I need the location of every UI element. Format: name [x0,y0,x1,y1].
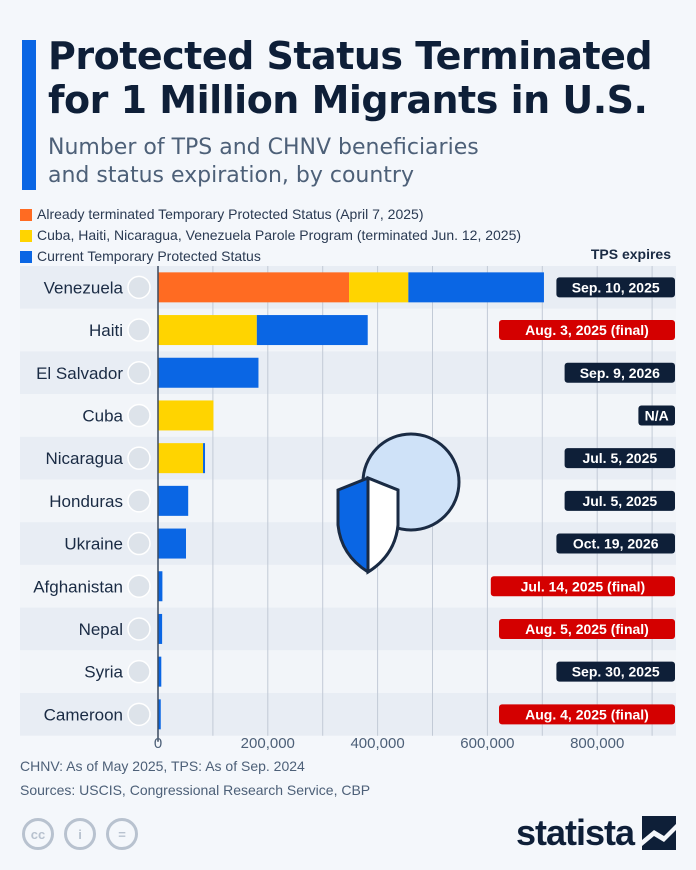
tps-badge [499,320,675,341]
tps-badge-text: Jul. 14, 2025 (final) [521,578,646,594]
subtitle-line-1: Number of TPS and CHNV beneficiaries [48,135,479,160]
bar-segment [408,272,544,303]
legend-swatch [20,250,32,263]
shield-half [366,475,400,575]
tps-badge-text: Jul. 5, 2025 [582,493,657,509]
legend-label: Current Temporary Protected Status [37,248,261,264]
bar-segment [158,485,189,516]
bar-segment [158,699,161,730]
x-tick-label: 600,000 [460,735,514,752]
note-text: CHNV: As of May 2025, TPS: As of Sep. 20… [20,758,305,774]
flag-icon [127,531,151,556]
tps-badge-text: Aug. 5, 2025 (final) [525,621,649,637]
x-tick-label: 200,000 [241,735,295,752]
flag-icon [127,403,151,428]
flag-icon [127,446,151,470]
cc-icon[interactable]: cc [22,818,54,850]
sources-text: Sources: USCIS, Congressional Research S… [20,782,371,798]
page-title: Protected Status Terminated for 1 Millio… [48,34,653,122]
bar-segment [158,613,163,644]
bar-segment [158,272,350,303]
bar-segment [349,272,409,303]
legend: Already terminated Temporary Protected S… [20,204,521,267]
tps-badge [556,661,675,682]
tps-badge-text: Jul. 5, 2025 [582,450,657,466]
attribution-icon[interactable]: i [64,818,96,850]
country-label: Haiti [89,321,123,340]
flag-icon [127,702,151,727]
legend-item-current: Current Temporary Protected Status [20,246,521,267]
flag-icon [127,318,151,342]
country-label: Nepal [79,620,123,639]
flag-icon [127,574,151,598]
bar-segment [158,528,186,559]
title-line-2: for 1 Million Migrants in U.S. [48,78,648,122]
flag-icon [127,659,151,684]
country-label: Honduras [49,492,123,511]
x-tick-label: 0 [154,735,162,752]
title-line-1: Protected Status Terminated [48,34,653,78]
country-label: Ukraine [64,535,123,554]
tps-badge [490,576,675,597]
tps-badge-text: N/A [645,407,669,423]
tps-badge-text: Sep. 10, 2025 [572,279,660,295]
flag-icon [127,275,151,300]
globe-shield-illustration [336,432,461,575]
tps-badge-text: Oct. 19, 2026 [573,536,659,552]
country-label: Cuba [82,406,123,425]
bar-chart: Venezuela Sep. 10, 2025 Haiti Aug. 3, 2025 … [20,266,676,752]
country-label: Afghanistan [33,577,123,596]
legend-item-parole: Cuba, Haiti, Nicaragua, Venezuela Parole… [20,225,521,246]
x-tick-label: 400,000 [350,735,404,752]
legend-swatch [20,229,32,242]
tps-badge [499,704,675,725]
bar-segment [158,656,162,687]
flag-icon [127,489,151,513]
tps-badge [564,362,675,383]
tps-badge-text: Sep. 9, 2026 [580,365,660,381]
x-tick-label: 800,000 [570,735,624,752]
country-label: Venezuela [44,278,124,297]
tps-badge-text: Aug. 4, 2025 (final) [525,706,649,722]
country-label: El Salvador [36,364,123,383]
legend-label: Cuba, Haiti, Nicaragua, Venezuela Parole… [37,227,522,243]
tps-badge [556,533,675,554]
tps-badge [556,277,675,298]
statista-logo-icon [642,816,676,850]
country-label: Syria [84,663,123,682]
brand-text: statista [515,812,635,853]
bar-segment [158,443,204,474]
bar-segment [158,315,257,346]
bar-segment [203,443,206,474]
country-label: Cameroon [44,705,123,724]
tps-badge [564,448,675,469]
notes: CHNV: As of May 2025, TPS: As of Sep. 20… [20,754,370,802]
legend-label: Already terminated Temporary Protected S… [37,206,424,222]
subtitle: Number of TPS and CHNV beneficiaries and… [48,134,479,190]
title-accent-bar [22,40,36,190]
bar-segment [158,357,259,388]
flag-icon [127,617,151,641]
flag-icon [127,361,151,385]
tps-expires-header: TPS expires [590,246,671,262]
bar-segment [158,571,163,602]
tps-badge-text: Sep. 30, 2025 [572,664,660,680]
tps-badge-text: Aug. 3, 2025 (final) [525,322,649,338]
statista-logo[interactable]: statista [516,812,676,854]
legend-item-terminated: Already terminated Temporary Protected S… [20,204,521,225]
country-label: Nicaragua [46,449,124,468]
bar-segment [158,400,214,431]
bar-segment [256,315,368,346]
tps-badge [564,490,675,511]
legend-swatch [20,208,32,221]
tps-badge [638,405,675,426]
subtitle-line-2: and status expiration, by country [48,163,414,188]
no-derivatives-icon[interactable]: = [106,818,138,850]
tps-badge [499,618,675,639]
